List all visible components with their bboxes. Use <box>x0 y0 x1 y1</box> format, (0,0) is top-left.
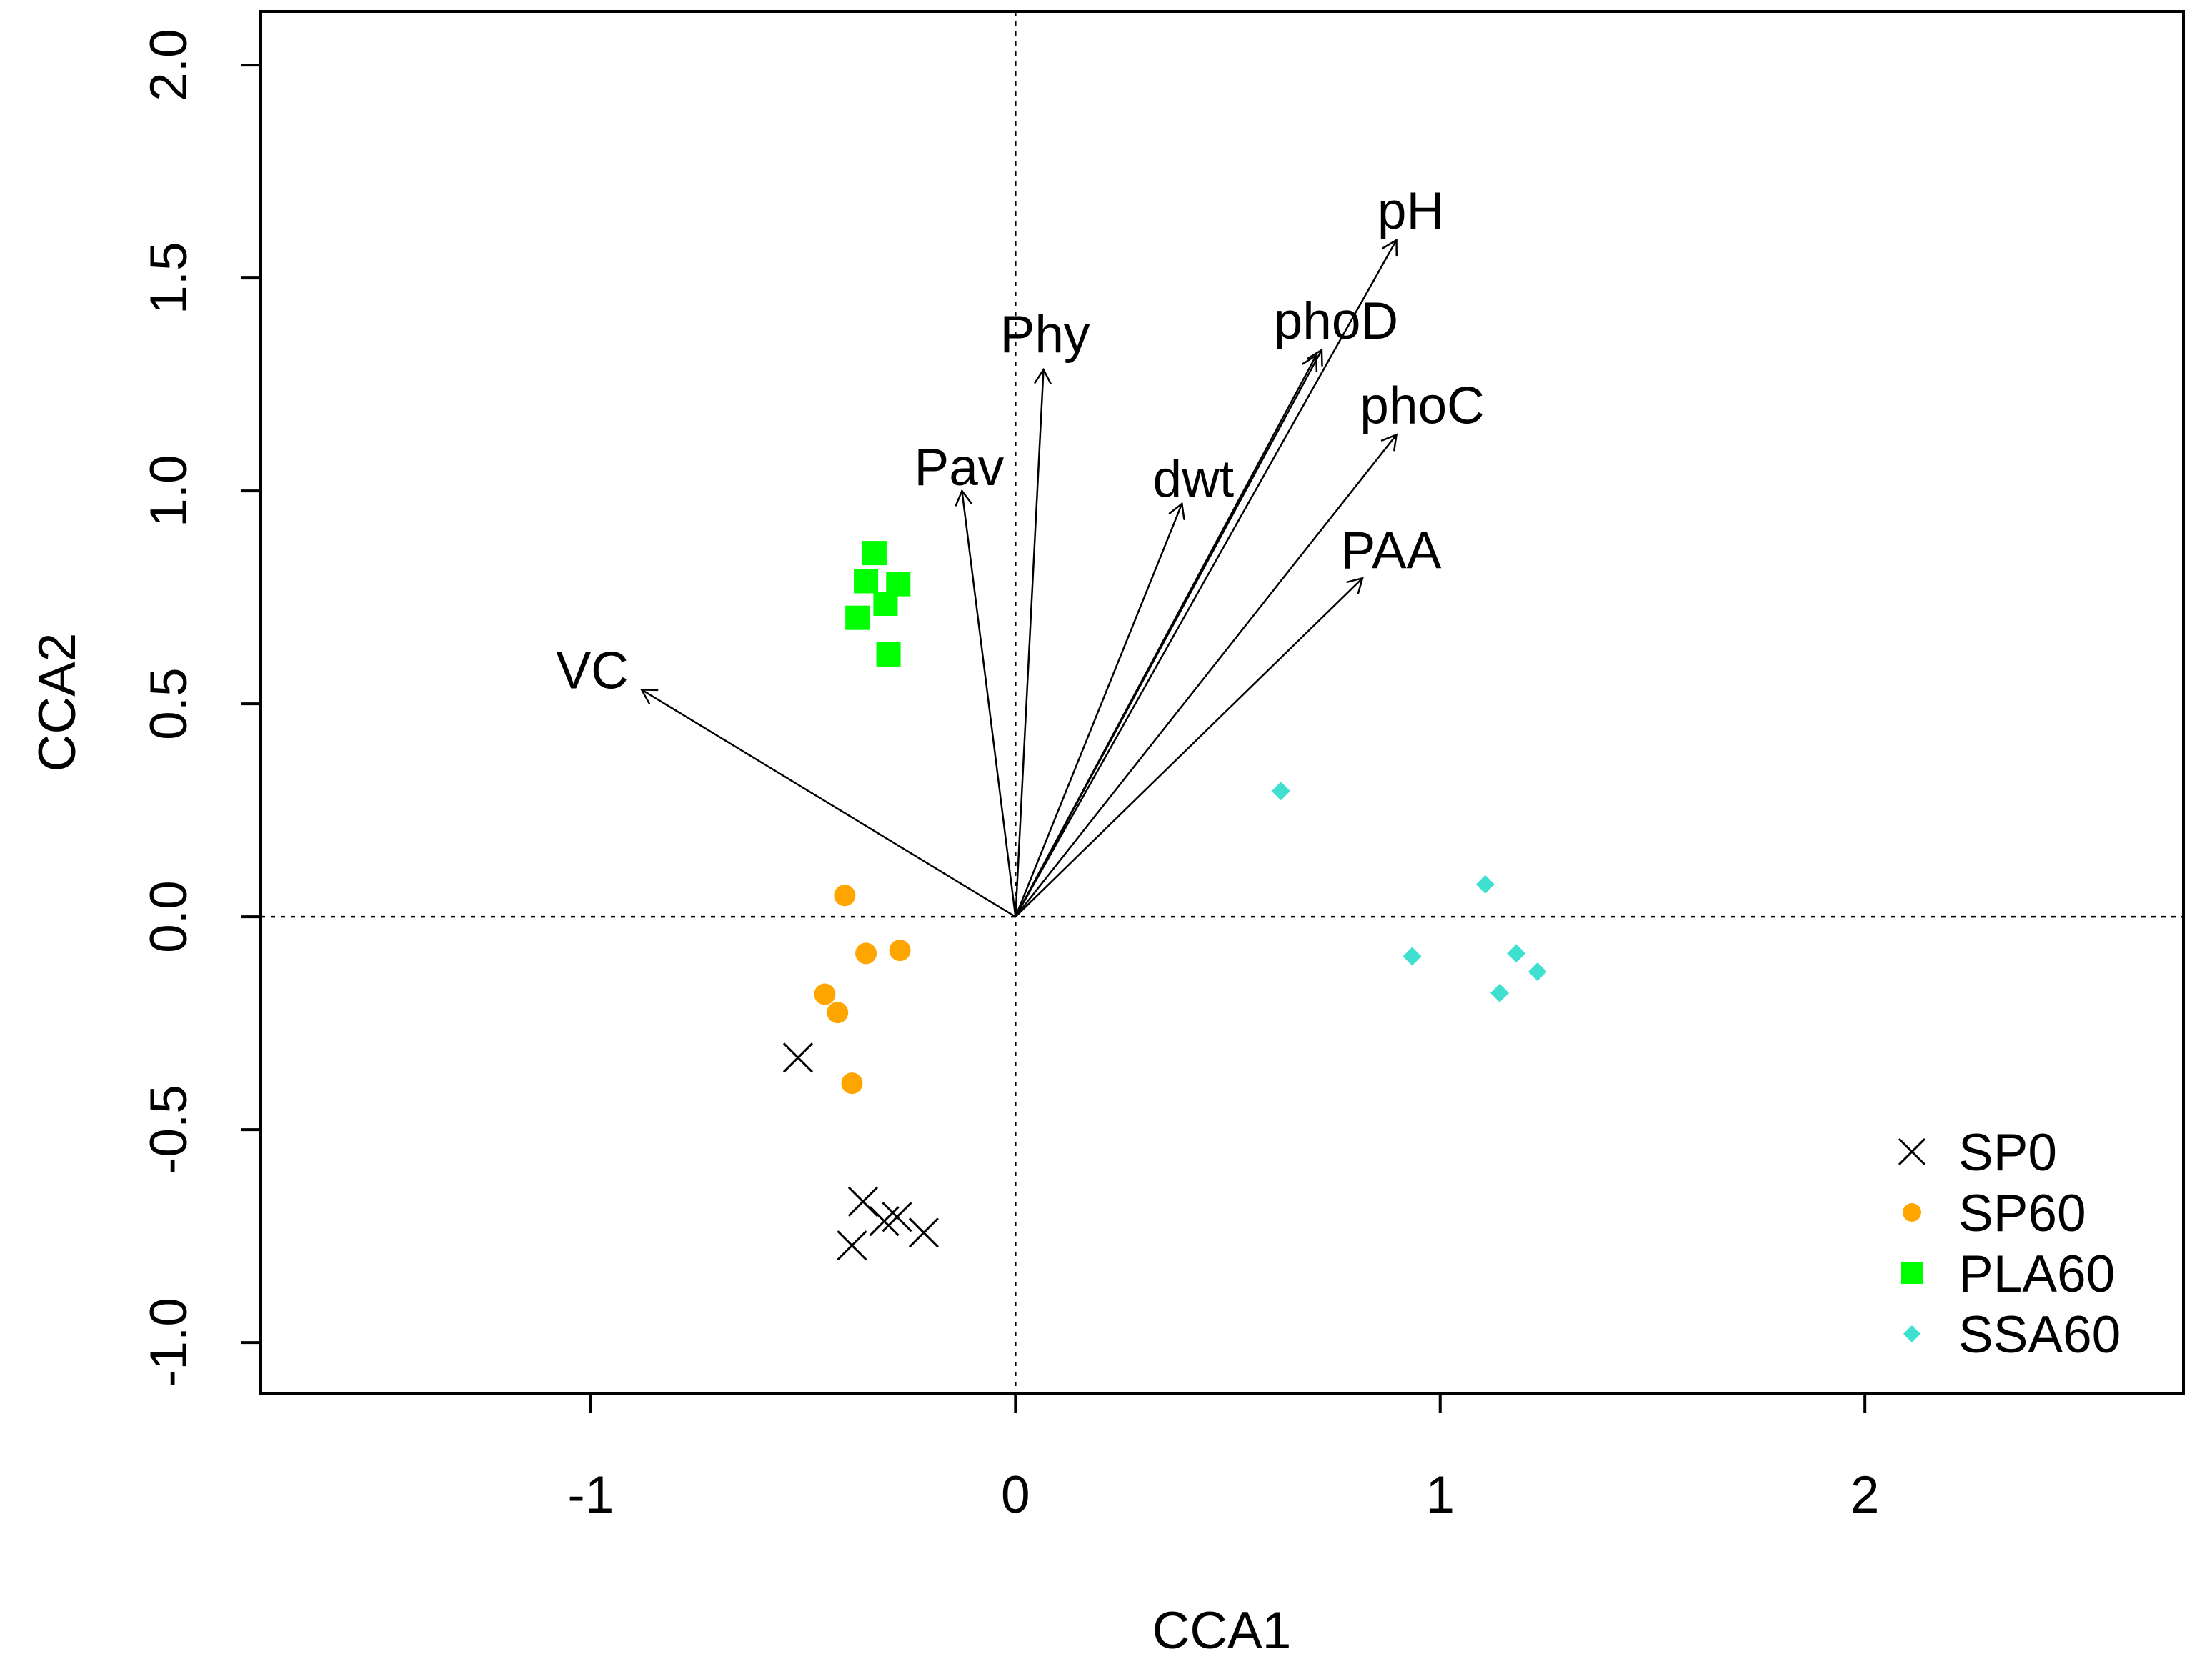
series-pla60 <box>845 541 911 667</box>
data-point <box>837 1230 867 1261</box>
data-point <box>1271 782 1290 801</box>
data-point <box>1528 962 1547 981</box>
data-point <box>782 1042 814 1073</box>
biplot-arrow-unlabeled <box>1015 354 1317 918</box>
data-point <box>862 541 887 566</box>
cross-stroke <box>837 1230 867 1261</box>
y-axis-title: CCA2 <box>29 633 86 772</box>
legend-symbol-ssa60 <box>1903 1325 1920 1342</box>
environmental-arrows: VC Pav Phy dwt phoD pH phoC PAA <box>556 182 1485 918</box>
arrowhead-ph <box>1382 238 1398 257</box>
data-point <box>889 940 911 962</box>
data-point <box>908 1217 939 1248</box>
biplot-arrow-phy <box>1015 368 1045 918</box>
cross-stroke <box>782 1042 814 1073</box>
data-point <box>855 942 877 965</box>
biplot-arrow-dwt <box>1015 502 1183 918</box>
y-axis: -1.0 -0.5 0.0 0.5 1.0 1.5 2.0 <box>140 29 261 1388</box>
data-point <box>854 569 879 594</box>
cross-stroke <box>869 1206 900 1237</box>
arrow-label-paa: PAA <box>1341 522 1442 579</box>
legend-symbol-pla60 <box>1901 1262 1923 1284</box>
legend-label-sp0: SP0 <box>1958 1124 2057 1182</box>
x-axis-title: CCA1 <box>1152 1602 1292 1660</box>
arrow-label-dwt: dwt <box>1153 450 1235 508</box>
zero-reference-lines <box>261 11 2183 1393</box>
cross-stroke <box>847 1186 878 1217</box>
series-ssa60 <box>1271 782 1547 1002</box>
arrowhead-dwt <box>1168 502 1185 521</box>
y-tick-label: -1.0 <box>140 1297 198 1388</box>
data-point <box>1490 983 1509 1002</box>
data-point <box>845 605 870 630</box>
series-sp60 <box>814 885 911 1095</box>
arrowhead-vc <box>640 689 659 704</box>
arrowhead-phy <box>1034 367 1052 385</box>
data-point <box>827 1002 849 1024</box>
data-point <box>1403 947 1422 966</box>
x-tick-label: -1 <box>567 1466 614 1524</box>
arrow-label-phoc: phoC <box>1360 377 1485 434</box>
cross-stroke <box>1898 1137 1926 1166</box>
data-point <box>814 983 836 1005</box>
arrowhead-unlabeled <box>1302 354 1318 372</box>
legend-symbol-sp60 <box>1903 1203 1921 1222</box>
data-point <box>847 1186 878 1217</box>
y-tick-label: 1.5 <box>140 241 198 314</box>
data-point <box>834 885 856 907</box>
y-tick-label: 2.0 <box>140 29 198 101</box>
arrowhead-paa <box>1346 577 1364 594</box>
y-tick-label: -0.5 <box>140 1085 198 1175</box>
x-tick-label: 0 <box>1001 1466 1030 1524</box>
data-point <box>869 1206 900 1237</box>
arrow-label-vc: VC <box>556 642 628 699</box>
arrow-label-phy: Phy <box>1000 306 1090 364</box>
arrowhead-phoc <box>1380 433 1398 452</box>
legend-label-sp60: SP60 <box>1958 1185 2086 1242</box>
biplot-arrow-paa <box>1015 577 1364 918</box>
cross-stroke <box>882 1202 912 1232</box>
legend-label-ssa60: SSA60 <box>1958 1306 2121 1364</box>
data-point <box>1507 944 1526 963</box>
legend-label-pla60: PLA60 <box>1958 1245 2115 1303</box>
arrow-label-phod: phoD <box>1274 292 1399 350</box>
data-point <box>882 1202 912 1232</box>
data-point <box>873 592 898 617</box>
y-tick-label: 0.5 <box>140 667 198 739</box>
plot-frame <box>259 10 2185 1395</box>
series-sp0 <box>782 1042 939 1261</box>
data-point <box>876 642 901 667</box>
sample-points <box>782 541 1547 1261</box>
x-tick-label: 1 <box>1425 1466 1455 1524</box>
y-tick-label: 1.0 <box>140 454 198 527</box>
y-tick-label: 0.0 <box>140 880 198 952</box>
biplot-arrow-pav <box>961 489 1017 918</box>
arrowhead-pav <box>955 489 972 507</box>
biplot-arrow-ph <box>1015 239 1398 918</box>
legend-symbol-sp0 <box>1898 1137 1926 1166</box>
data-point <box>841 1072 863 1095</box>
x-tick-label: 2 <box>1850 1466 1880 1524</box>
arrow-label-ph: pH <box>1377 182 1444 240</box>
arrowhead-phod <box>1307 348 1323 367</box>
cross-stroke <box>908 1217 939 1248</box>
x-axis: -1 0 1 2 <box>567 1393 1879 1524</box>
data-point <box>1475 875 1495 894</box>
biplot-arrow-phoc <box>1015 434 1398 918</box>
arrow-label-pav: Pav <box>915 439 1005 497</box>
biplot-arrow-vc <box>640 689 1017 918</box>
